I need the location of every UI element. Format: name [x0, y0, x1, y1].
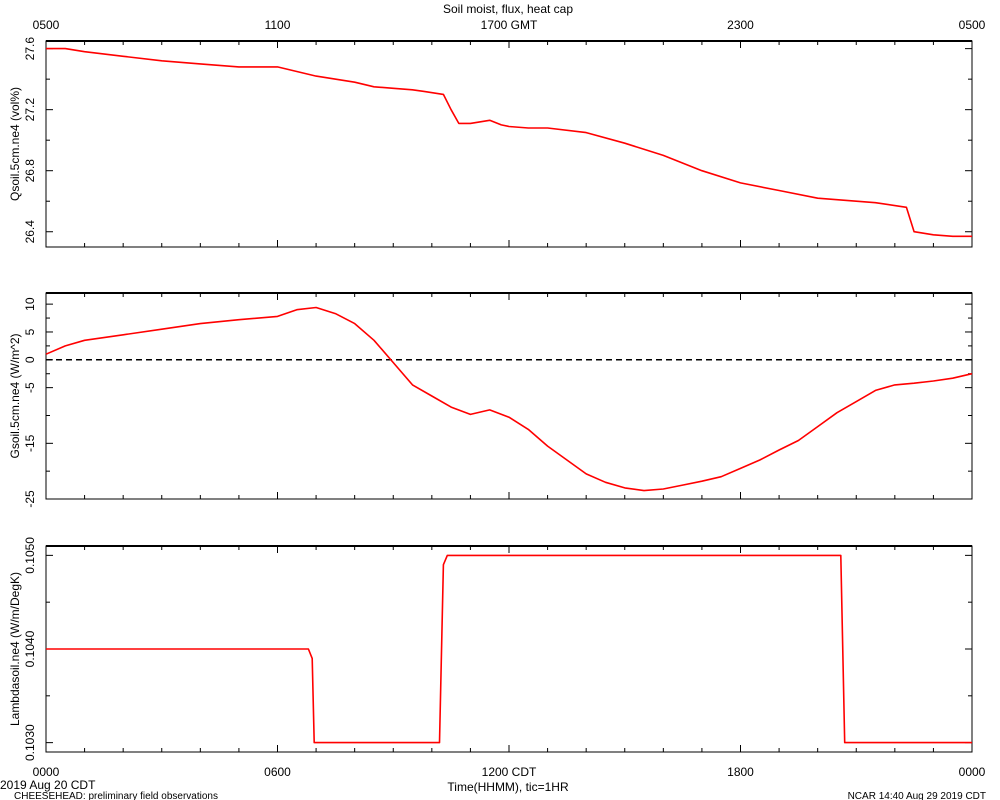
top-tick-label: 2300 — [727, 18, 754, 32]
y-tick-label: 27.6 — [23, 37, 37, 61]
y-tick-label: 5 — [23, 328, 37, 335]
y-tick-label: 0 — [23, 356, 37, 363]
panel-frame — [45, 292, 973, 500]
top-tick-label: 0500 — [959, 18, 986, 32]
panels-group: 0500 1100 1700 GMT 2300 0500 26.4 26.8 27.2 27.6… — [8, 18, 986, 779]
footer-note: CHEESEHEAD: preliminary field observatio… — [14, 791, 218, 800]
footer-credit: NCAR 14:40 Aug 29 2019 CDT — [848, 791, 986, 800]
bottom-tick-label: 1800 — [727, 765, 754, 779]
y-axis-label: Lambdasoil.ne4 (W/m/DegK) — [8, 572, 22, 726]
y-tick-label: -5 — [23, 382, 37, 393]
y-tick-label: 0.1040 — [23, 630, 37, 667]
top-tick-label: 0500 — [33, 18, 60, 32]
chart-title: Soil moist, flux, heat cap — [443, 2, 573, 16]
bottom-tick-label: 1200 CDT — [482, 765, 537, 779]
y-tick-label: 26.4 — [23, 220, 37, 244]
y-tick-label: -15 — [23, 434, 37, 452]
bottom-tick-label: 0600 — [264, 765, 291, 779]
y-tick-label: 10 — [23, 297, 37, 311]
y-tick-label: -25 — [23, 490, 37, 508]
y-axis-label: Qsoil.5cm.ne4 (vol%) — [8, 87, 22, 201]
y-tick-label: 0.1030 — [23, 724, 37, 761]
y-axis-label: Gsoil.5cm.ne4 (W/m^2) — [8, 334, 22, 459]
top-tick-label: 1100 — [265, 18, 291, 32]
panel-frame — [45, 40, 973, 248]
y-tick-label: 26.8 — [23, 159, 37, 183]
bottom-tick-label: 0000 — [959, 765, 986, 779]
y-tick-label: 27.2 — [23, 98, 37, 122]
top-tick-label: 1700 GMT — [481, 18, 538, 32]
y-tick-label: 0.1050 — [23, 537, 37, 574]
series-line — [46, 554, 972, 744]
footer-date: 2019 Aug 20 CDT — [0, 778, 96, 792]
bottom-tick-label: 0000 — [33, 765, 60, 779]
series-line — [45, 306, 973, 492]
x-axis-label: Time(HHMM), tic=1HR — [447, 780, 569, 794]
series-line — [46, 47, 972, 238]
